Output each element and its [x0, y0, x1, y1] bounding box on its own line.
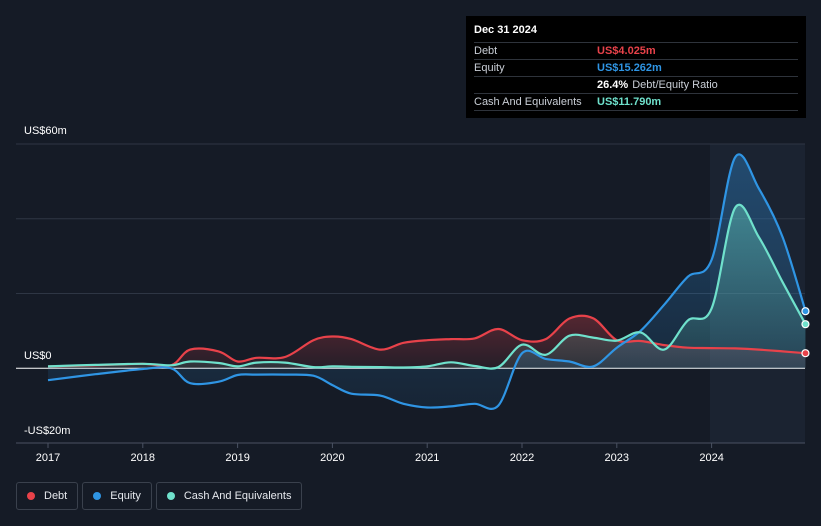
- legend-dot-equity-icon: [93, 492, 102, 500]
- legend-dot-cash-icon: [166, 492, 175, 500]
- series-lines: [47, 153, 807, 410]
- tooltip-label-cash: Cash And Equivalents: [474, 96, 582, 108]
- line-debt: [47, 314, 806, 368]
- y-tick-label-bottom: -US$20m: [24, 425, 71, 437]
- tooltip-suffix-ratio: Debt/Equity Ratio: [632, 79, 718, 91]
- legend: Debt Equity Cash And Equivalents: [16, 482, 303, 510]
- endpoint-debt: [801, 349, 810, 358]
- tooltip-label-debt: Debt: [474, 45, 498, 57]
- x-tick-label: 2017: [36, 452, 60, 464]
- tooltip-value-ratio: 26.4%: [597, 79, 629, 91]
- x-tick-label: 2020: [320, 452, 344, 464]
- tooltip-value-debt: US$4.025m: [597, 45, 656, 57]
- x-axis-ticks: 2017 2018 2019 2020 2021 2022 2023 2024: [36, 443, 724, 464]
- legend-item-cash[interactable]: Cash And Equivalents: [155, 482, 303, 510]
- tooltip-row-cash: Cash And Equivalents US$11.790m: [474, 93, 798, 111]
- x-tick-label: 2021: [415, 452, 439, 464]
- endpoint-cash-and-equivalents: [801, 320, 810, 329]
- tooltip-value-cash: US$11.790m: [597, 96, 662, 108]
- legend-label-equity: Equity: [110, 490, 141, 502]
- x-tick-label: 2023: [605, 452, 629, 464]
- tooltip-row-equity: Equity US$15.262m: [474, 59, 798, 76]
- x-tick-label: 2019: [225, 452, 249, 464]
- area-equity: [48, 154, 806, 409]
- legend-label-cash: Cash And Equivalents: [183, 490, 292, 502]
- legend-label-debt: Debt: [44, 490, 68, 502]
- legend-item-equity[interactable]: Equity: [82, 482, 152, 510]
- y-tick-label-zero: US$0: [24, 350, 52, 362]
- area-cash-and-equivalents: [48, 204, 806, 369]
- x-tick-label: 2018: [131, 452, 155, 464]
- legend-item-debt[interactable]: Debt: [16, 482, 79, 510]
- tooltip-date: Dec 31 2024: [474, 24, 537, 36]
- x-tick-label: 2024: [699, 452, 723, 464]
- legend-dot-debt-icon: [27, 492, 35, 500]
- series-areas: [48, 154, 806, 409]
- endpoint-equity: [801, 307, 810, 316]
- tooltip-panel: Dec 31 2024 Debt US$4.025m Equity US$15.…: [466, 16, 806, 118]
- line-equity: [47, 153, 807, 410]
- tooltip-row-debt: Debt US$4.025m: [474, 42, 798, 59]
- line-cash-and-equivalents: [47, 203, 807, 370]
- tooltip-value-equity: US$15.262m: [597, 62, 662, 74]
- tooltip-row-ratio: 26.4% Debt/Equity Ratio: [474, 76, 798, 93]
- x-tick-label: 2022: [510, 452, 534, 464]
- y-tick-label-top: US$60m: [24, 125, 67, 137]
- tooltip-label-equity: Equity: [474, 62, 505, 74]
- series-endpoints: [801, 307, 810, 358]
